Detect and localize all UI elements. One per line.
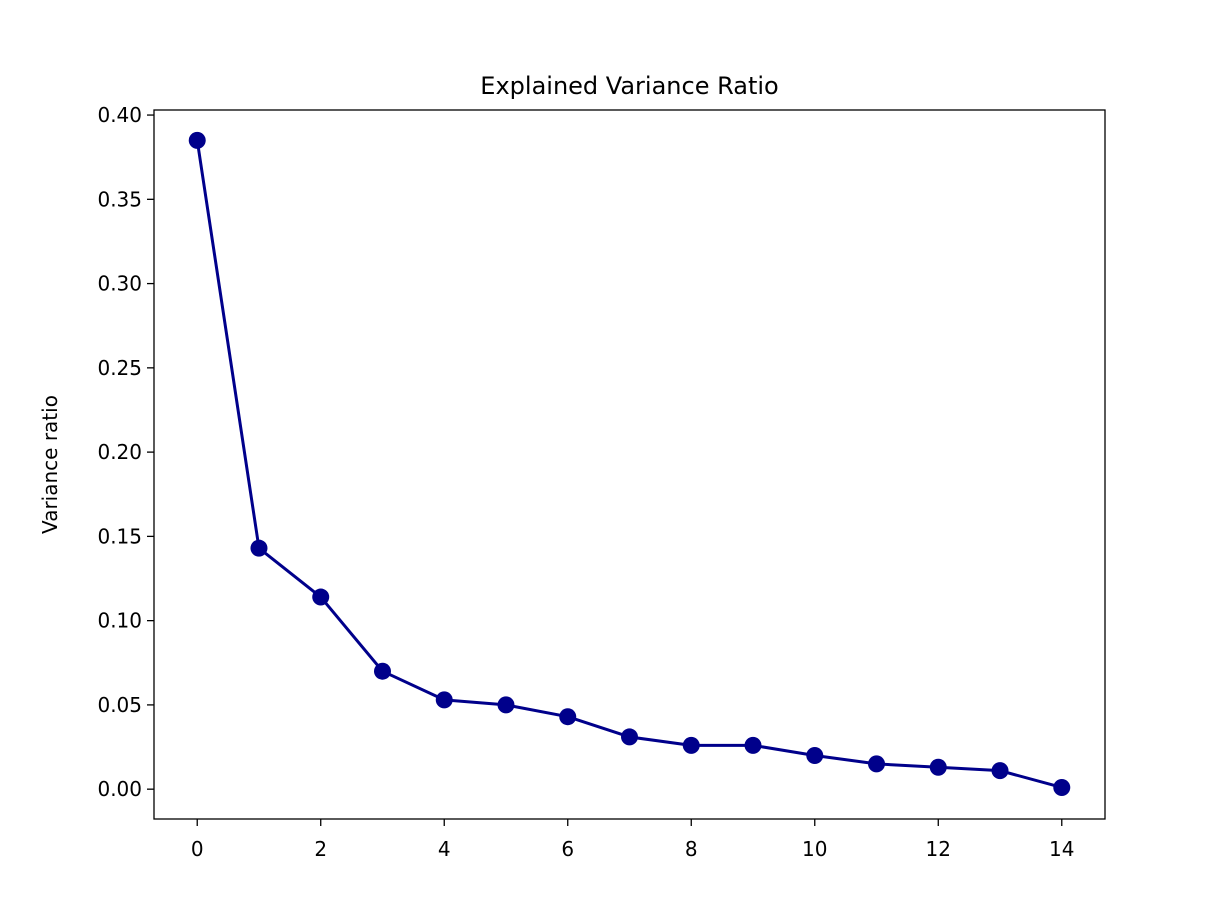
y-axis-label: Variance ratio <box>38 395 62 534</box>
data-point <box>435 691 453 709</box>
data-point <box>991 762 1009 780</box>
data-point <box>559 708 577 726</box>
data-point <box>806 746 824 764</box>
x-tick-label: 6 <box>561 837 574 861</box>
x-tick-label: 10 <box>802 837 827 861</box>
data-point <box>188 131 206 149</box>
y-tick-label: 0.20 <box>97 440 142 464</box>
x-tick-label: 14 <box>1049 837 1074 861</box>
y-tick-label: 0.30 <box>97 272 142 296</box>
data-point <box>929 758 947 776</box>
x-tick-label: 0 <box>191 837 204 861</box>
data-point <box>682 736 700 754</box>
x-tick-label: 4 <box>438 837 451 861</box>
x-tick-label: 12 <box>926 837 951 861</box>
data-point <box>621 728 638 746</box>
y-ticks: 0.00 0.05 0.10 0.15 0.20 0.25 0.30 0.35 0.40 <box>97 103 154 801</box>
y-tick-label: 0.25 <box>97 356 142 380</box>
x-tick-label: 2 <box>314 837 327 861</box>
y-tick-label: 0.00 <box>97 777 142 801</box>
y-tick-label: 0.10 <box>97 609 142 633</box>
chart-title: Explained Variance Ratio <box>480 72 778 100</box>
y-tick-label: 0.15 <box>97 524 142 548</box>
y-tick-label: 0.40 <box>97 103 142 127</box>
series-layer <box>188 131 1071 796</box>
y-tick-label: 0.35 <box>97 187 142 211</box>
y-tick-label: 0.05 <box>97 693 142 717</box>
data-point <box>744 736 762 754</box>
data-point <box>1053 778 1071 796</box>
x-ticks: 0 2 4 6 8 10 12 14 <box>191 819 1074 861</box>
x-tick-label: 8 <box>685 837 698 861</box>
data-point <box>312 588 330 606</box>
data-point <box>868 755 886 773</box>
data-point <box>373 662 391 680</box>
plot-background <box>154 110 1105 819</box>
data-point <box>497 696 515 714</box>
plot-frame <box>153 109 1106 820</box>
data-point <box>250 539 268 557</box>
